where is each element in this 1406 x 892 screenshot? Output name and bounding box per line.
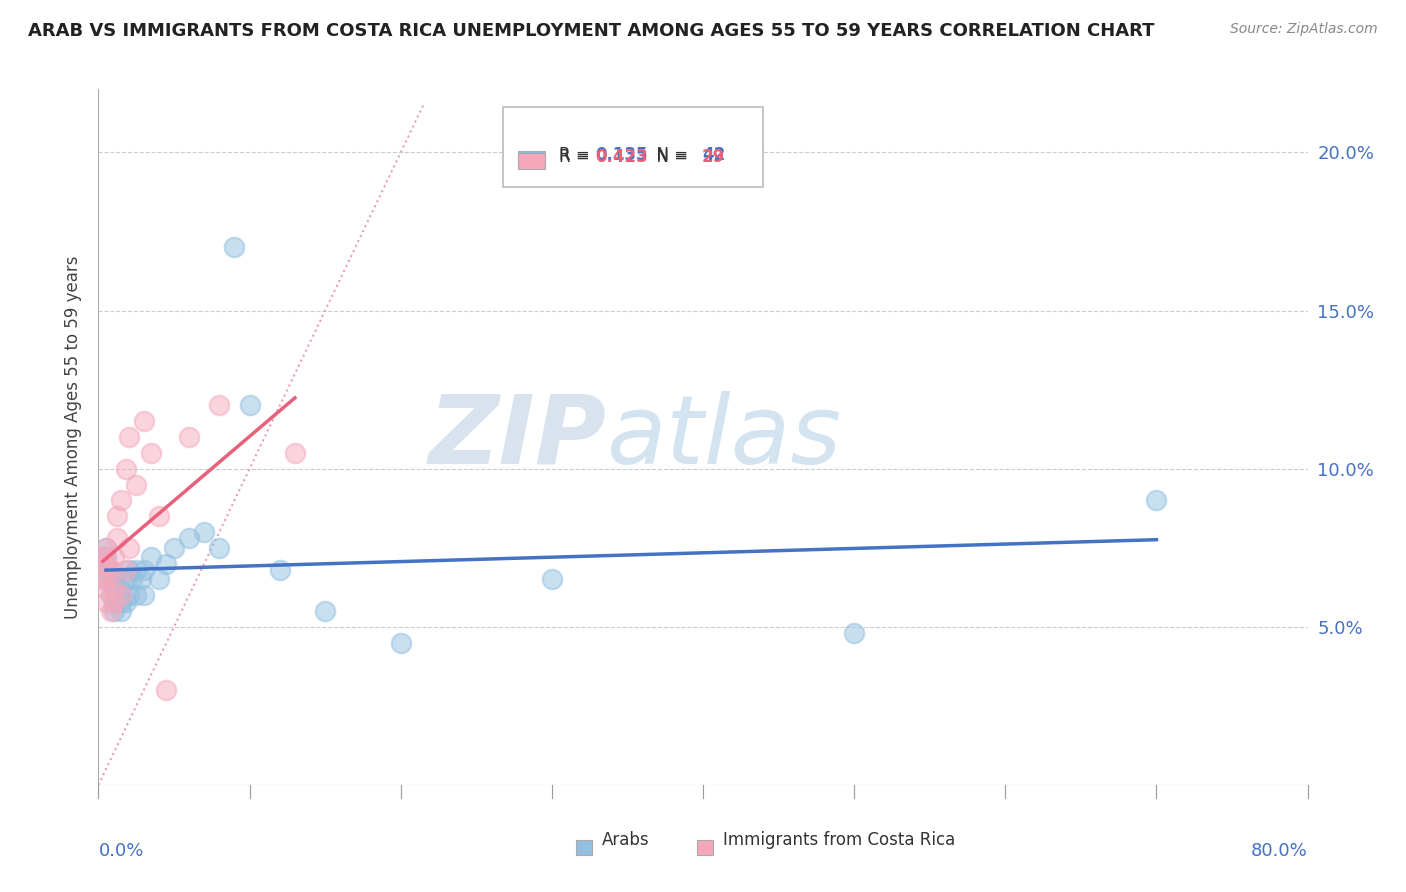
Point: [100, 604, 122, 618]
Point: [208, 399, 231, 413]
Point: [844, 626, 866, 640]
Point: [94, 582, 117, 596]
Point: [129, 573, 152, 587]
Text: 29: 29: [702, 148, 725, 167]
Point: [114, 573, 136, 587]
Text: Arabs: Arabs: [602, 831, 650, 849]
Point: [103, 582, 125, 596]
Point: [148, 573, 170, 587]
Point: [141, 550, 163, 565]
Text: N =: N =: [647, 146, 693, 164]
Point: [103, 604, 125, 618]
Point: [94, 573, 117, 587]
Point: [118, 430, 141, 444]
FancyBboxPatch shape: [576, 840, 592, 855]
Point: [110, 594, 132, 608]
Point: [91, 557, 114, 571]
Point: [94, 594, 117, 608]
Point: [284, 446, 307, 460]
Point: [105, 582, 128, 596]
Point: [91, 550, 114, 565]
Point: [179, 531, 201, 545]
Point: [118, 541, 141, 555]
Point: [110, 588, 132, 602]
Point: [103, 550, 125, 565]
Point: [208, 541, 231, 555]
Point: [94, 550, 117, 565]
Point: [94, 557, 117, 571]
Point: [110, 582, 132, 596]
Point: [224, 240, 246, 254]
Point: [110, 604, 132, 618]
Point: [239, 399, 262, 413]
Point: [132, 588, 155, 602]
Point: [103, 594, 125, 608]
Point: [132, 414, 155, 428]
Text: ZIP: ZIP: [429, 391, 606, 483]
Point: [114, 461, 136, 475]
Text: R =: R =: [560, 148, 595, 167]
Point: [94, 563, 117, 577]
Point: [114, 594, 136, 608]
Point: [540, 573, 562, 587]
Point: [155, 683, 177, 698]
Point: [179, 430, 201, 444]
Text: 0.423: 0.423: [595, 148, 648, 167]
Point: [389, 635, 412, 649]
Text: R =: R =: [560, 146, 595, 164]
Point: [94, 557, 117, 571]
Point: [125, 477, 148, 491]
Point: [141, 446, 163, 460]
Text: 80.0%: 80.0%: [1251, 842, 1308, 860]
Point: [103, 594, 125, 608]
Text: atlas: atlas: [606, 391, 841, 483]
Point: [94, 541, 117, 555]
Point: [103, 582, 125, 596]
Point: [118, 588, 141, 602]
Point: [155, 557, 177, 571]
Text: 42: 42: [702, 146, 725, 164]
Point: [100, 563, 122, 577]
Point: [1144, 493, 1167, 508]
Point: [105, 509, 128, 524]
Point: [132, 563, 155, 577]
FancyBboxPatch shape: [697, 840, 713, 855]
Point: [100, 563, 122, 577]
Point: [118, 563, 141, 577]
Point: [100, 573, 122, 587]
FancyBboxPatch shape: [517, 151, 544, 167]
Point: [105, 594, 128, 608]
FancyBboxPatch shape: [517, 153, 544, 169]
Point: [105, 531, 128, 545]
Point: [163, 541, 186, 555]
Text: ARAB VS IMMIGRANTS FROM COSTA RICA UNEMPLOYMENT AMONG AGES 55 TO 59 YEARS CORREL: ARAB VS IMMIGRANTS FROM COSTA RICA UNEMP…: [28, 22, 1154, 40]
FancyBboxPatch shape: [503, 106, 763, 186]
Point: [148, 509, 170, 524]
Text: Immigrants from Costa Rica: Immigrants from Costa Rica: [723, 831, 955, 849]
Text: 0.135: 0.135: [595, 146, 648, 164]
Point: [103, 573, 125, 587]
Point: [269, 563, 291, 577]
Point: [193, 524, 215, 539]
Point: [121, 573, 143, 587]
Y-axis label: Unemployment Among Ages 55 to 59 years: Unemployment Among Ages 55 to 59 years: [65, 255, 83, 619]
Point: [100, 588, 122, 602]
Point: [114, 563, 136, 577]
Point: [125, 563, 148, 577]
Point: [91, 573, 114, 587]
Point: [110, 493, 132, 508]
Point: [94, 541, 117, 555]
Point: [314, 604, 336, 618]
Point: [94, 573, 117, 587]
Text: 0.0%: 0.0%: [98, 842, 143, 860]
Text: Source: ZipAtlas.com: Source: ZipAtlas.com: [1230, 22, 1378, 37]
Point: [125, 588, 148, 602]
Text: N =: N =: [647, 148, 693, 167]
